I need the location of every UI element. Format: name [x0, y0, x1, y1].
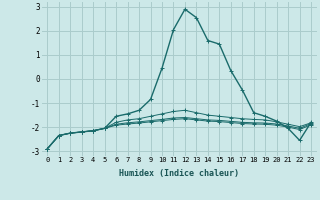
X-axis label: Humidex (Indice chaleur): Humidex (Indice chaleur)	[119, 169, 239, 178]
